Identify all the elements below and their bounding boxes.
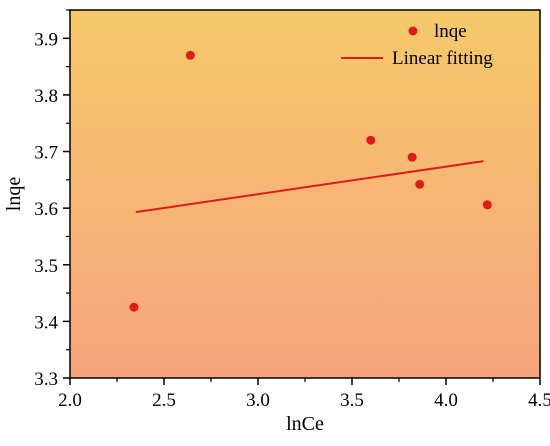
- y-axis-label: lnqe: [3, 177, 25, 212]
- legend: lnqe Linear fitting: [341, 21, 493, 69]
- y-tick-label: 3.6: [34, 199, 58, 220]
- fit-line: [135, 160, 484, 214]
- y-axis-ticks: 3.3 3.4 3.5 3.6 3.7 3.8 3.9: [34, 9, 70, 390]
- y-tick-label: 3.7: [34, 143, 58, 164]
- data-point: [366, 135, 376, 145]
- x-tick-label: 2.5: [152, 390, 176, 411]
- y-tick-label: 3.5: [34, 256, 58, 277]
- data-point: [129, 302, 139, 312]
- x-axis-ticks: 2.0 2.5 3.0 3.5 4.0 4.5: [58, 378, 550, 411]
- data-point: [407, 152, 417, 162]
- y-tick-label: 3.9: [34, 29, 58, 50]
- legend-label-lnqe: lnqe: [434, 21, 467, 42]
- plot-frame: [69, 9, 541, 379]
- data-marks: [129, 50, 492, 312]
- x-tick-label: 2.0: [58, 390, 82, 411]
- y-tick-label: 3.8: [34, 86, 58, 107]
- x-tick-label: 4.5: [528, 390, 550, 411]
- plot-area: [70, 10, 540, 378]
- data-point: [415, 179, 425, 189]
- y-tick-label: 3.3: [34, 369, 58, 390]
- legend-marker-lnqe: [408, 26, 418, 36]
- x-tick-label: 4.0: [434, 390, 458, 411]
- y-tick-label: 3.4: [34, 312, 58, 333]
- data-point: [482, 200, 492, 210]
- legend-label-linear-fitting: Linear fitting: [392, 48, 493, 69]
- x-tick-label: 3.5: [340, 390, 364, 411]
- x-axis-label: lnCe: [286, 413, 324, 435]
- data-point: [185, 50, 195, 60]
- x-tick-label: 3.0: [246, 390, 270, 411]
